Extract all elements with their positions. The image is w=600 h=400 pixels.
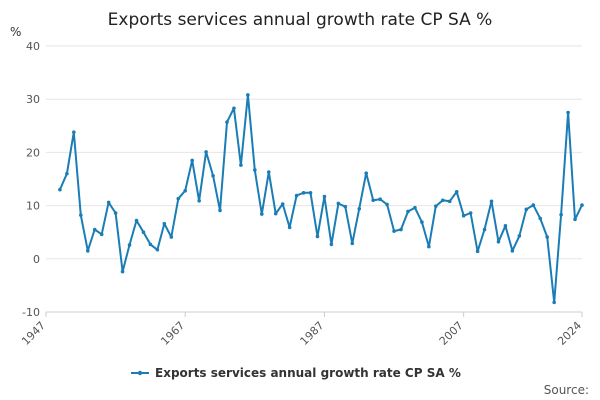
data-point — [308, 191, 313, 195]
data-point — [232, 106, 236, 111]
data-point — [322, 194, 327, 199]
data-point — [280, 202, 285, 206]
data-point — [225, 120, 229, 124]
y-tick-label: 10 — [26, 200, 40, 213]
data-point — [468, 211, 473, 215]
data-point — [148, 242, 153, 247]
data-point — [99, 232, 104, 237]
data-point — [343, 204, 348, 209]
data-point — [315, 234, 320, 239]
data-point — [531, 203, 536, 207]
y-tick-label: 30 — [26, 93, 40, 106]
data-point — [580, 203, 584, 207]
data-point — [454, 189, 459, 194]
data-point — [127, 243, 132, 247]
data-point — [141, 230, 146, 234]
data-point — [120, 269, 125, 274]
data-point — [364, 171, 369, 175]
data-point — [427, 244, 431, 249]
data-point — [294, 193, 299, 198]
y-tick-label: -10 — [22, 306, 40, 319]
series-line — [58, 93, 583, 304]
data-point — [336, 201, 341, 206]
y-tick-labels: -10 0 10 20 30 40 — [22, 40, 40, 319]
data-point — [392, 229, 396, 233]
data-point — [350, 241, 355, 246]
data-point — [79, 213, 83, 217]
data-point — [552, 300, 556, 305]
data-point — [420, 220, 424, 224]
x-tick-label: 2007 — [437, 319, 466, 348]
data-point — [517, 234, 522, 238]
x-tick-label: 1947 — [19, 319, 48, 348]
y-tick-label: 0 — [33, 253, 40, 266]
data-point — [259, 212, 264, 216]
data-point — [357, 206, 362, 211]
data-point — [253, 168, 257, 172]
data-point — [287, 225, 292, 230]
data-point — [559, 212, 563, 217]
x-tick-label: 1967 — [158, 319, 187, 348]
data-point — [204, 150, 208, 154]
data-point — [72, 130, 76, 134]
data-point — [385, 202, 389, 207]
grid-lines — [46, 45, 582, 313]
source-label: Source: — [544, 383, 589, 397]
data-point — [461, 213, 466, 218]
data-point — [301, 191, 306, 195]
data-point — [399, 227, 403, 232]
data-point — [246, 93, 250, 97]
data-point — [113, 211, 118, 215]
data-point — [266, 170, 271, 174]
data-point — [482, 227, 487, 232]
legend[interactable]: Exports services annual growth rate CP S… — [131, 366, 461, 380]
data-point — [190, 158, 194, 163]
data-point — [134, 218, 139, 223]
data-point — [406, 209, 410, 214]
data-point — [371, 198, 375, 203]
data-point — [58, 187, 62, 192]
data-point — [510, 249, 515, 253]
data-point — [447, 199, 452, 204]
data-point — [176, 196, 181, 201]
data-point — [92, 227, 97, 232]
y-tick-label: 20 — [26, 146, 40, 159]
data-point — [413, 205, 417, 210]
data-point — [169, 235, 174, 239]
data-point — [329, 242, 334, 247]
x-tick-labels: 1947 1967 1987 2007 2024 — [19, 312, 584, 348]
data-point — [566, 110, 570, 115]
data-point — [85, 249, 90, 253]
data-point — [162, 221, 167, 226]
data-point — [496, 239, 501, 244]
data-point — [538, 216, 543, 221]
data-point — [434, 204, 438, 208]
y-tick-label: 40 — [26, 40, 40, 53]
chart-title: Exports services annual growth rate CP S… — [108, 10, 493, 30]
data-point — [475, 249, 480, 254]
data-point — [155, 247, 160, 252]
legend-swatch-marker — [137, 370, 143, 376]
data-point — [65, 171, 69, 176]
x-tick-label: 2024 — [555, 319, 584, 348]
data-point — [211, 174, 215, 178]
data-point — [489, 199, 494, 204]
data-point — [440, 198, 445, 203]
x-tick-label: 1987 — [298, 319, 327, 348]
data-point — [183, 188, 188, 193]
data-point — [197, 199, 201, 203]
data-point — [106, 200, 111, 205]
data-point — [218, 208, 222, 213]
data-point — [573, 217, 577, 222]
data-point — [545, 235, 549, 239]
y-axis-label: % — [10, 25, 21, 39]
data-point — [273, 211, 278, 216]
legend-entry: Exports services annual growth rate CP S… — [155, 366, 461, 380]
data-point — [378, 197, 382, 202]
data-point — [239, 163, 243, 167]
data-point — [524, 207, 529, 212]
data-point — [503, 224, 508, 228]
series-group — [58, 93, 584, 305]
